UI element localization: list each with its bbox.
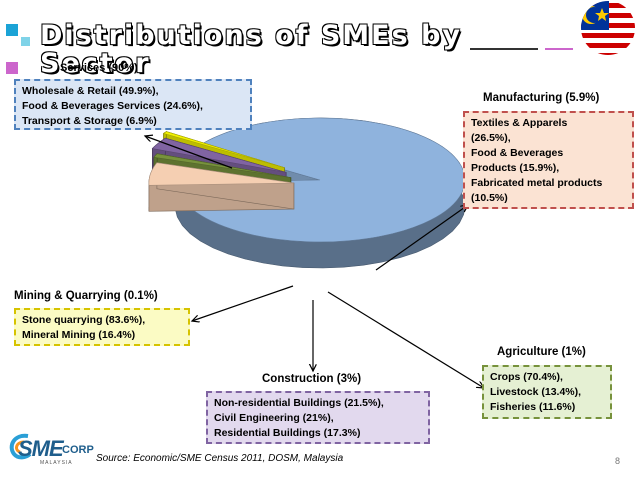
agriculture-breakdown-line: Livestock (13.4%), bbox=[490, 386, 582, 398]
agriculture-leader bbox=[327, 291, 484, 388]
construction-breakdown-line: Residential Buildings (17.3%) bbox=[214, 427, 361, 439]
mining-breakdown-line: Mineral Mining (16.4%) bbox=[22, 329, 136, 341]
decor-rule-dark bbox=[470, 48, 538, 50]
decor-rule-pink bbox=[545, 48, 573, 50]
services-breakdown-box: Wholesale & Retail (49.9%), Food & Bever… bbox=[14, 79, 252, 130]
decor-square-cyan bbox=[21, 37, 30, 46]
logo-swirl-icon bbox=[9, 433, 32, 460]
manufacturing-breakdown-line: Textiles & Apparels bbox=[471, 117, 568, 129]
pie-slice-manufacturing bbox=[148, 161, 295, 212]
manufacturing-breakdown-line: Fabricated metal products bbox=[471, 177, 603, 189]
construction-breakdown-line: Civil Engineering (21%), bbox=[214, 412, 334, 424]
logo-main-text: SME bbox=[18, 436, 64, 461]
decor-square-blue bbox=[6, 24, 18, 36]
manufacturing-breakdown-box: Textiles & Apparels (26.5%), Food & Beve… bbox=[463, 111, 634, 209]
logo-tag-text: MALAYSIA bbox=[40, 460, 73, 466]
services-label: Services (90%) bbox=[60, 62, 138, 74]
mining-breakdown-line: Stone quarrying (83.6%), bbox=[22, 314, 146, 326]
manufacturing-label: Manufacturing (5.9%) bbox=[483, 92, 600, 104]
services-leader bbox=[145, 136, 233, 169]
smecorp-logo: SME CORP MALAYSIA bbox=[6, 432, 96, 472]
services-breakdown-line: Food & Beverages Services (24.6%), bbox=[22, 100, 203, 112]
mining-leader bbox=[192, 285, 294, 321]
agriculture-breakdown-line: Fisheries (11.6%) bbox=[490, 401, 576, 413]
manufacturing-leader bbox=[375, 205, 468, 271]
services-breakdown-line: Transport & Storage (6.9%) bbox=[22, 115, 157, 127]
construction-label: Construction (3%) bbox=[262, 373, 362, 385]
construction-breakdown-line: Non-residential Buildings (21.5%), bbox=[214, 397, 384, 409]
source-note: Source: Economic/SME Census 2011, DOSM, … bbox=[96, 453, 344, 464]
mining-label: Mining & Quarrying (0.1%) bbox=[14, 290, 158, 302]
decor-square-pink bbox=[6, 62, 18, 74]
manufacturing-breakdown-line: (10.5%) bbox=[471, 192, 508, 204]
agriculture-breakdown-box: Crops (70.4%), Livestock (13.4%), Fisher… bbox=[482, 365, 612, 419]
mining-breakdown-box: Stone quarrying (83.6%), Mineral Mining … bbox=[14, 308, 190, 346]
page-title: Distributions of SMEs by Sector bbox=[40, 22, 462, 78]
manufacturing-breakdown-line: Products (15.9%), bbox=[471, 162, 560, 174]
flag-emblem-icon bbox=[581, 1, 635, 55]
manufacturing-breakdown-line: (26.5%), bbox=[471, 132, 511, 144]
title-line-1: Distributions of SMEs by bbox=[40, 20, 463, 51]
page-number: 8 bbox=[615, 456, 621, 466]
construction-breakdown-box: Non-residential Buildings (21.5%), Civil… bbox=[206, 391, 430, 444]
services-breakdown-line: Wholesale & Retail (49.9%), bbox=[22, 85, 159, 97]
title-line-2: Sector bbox=[40, 48, 151, 79]
agriculture-label: Agriculture (1%) bbox=[497, 346, 586, 358]
manufacturing-breakdown-line: Food & Beverages bbox=[471, 147, 564, 159]
agriculture-breakdown-line: Crops (70.4%), bbox=[490, 371, 563, 383]
logo-sub-text: CORP bbox=[62, 444, 94, 456]
